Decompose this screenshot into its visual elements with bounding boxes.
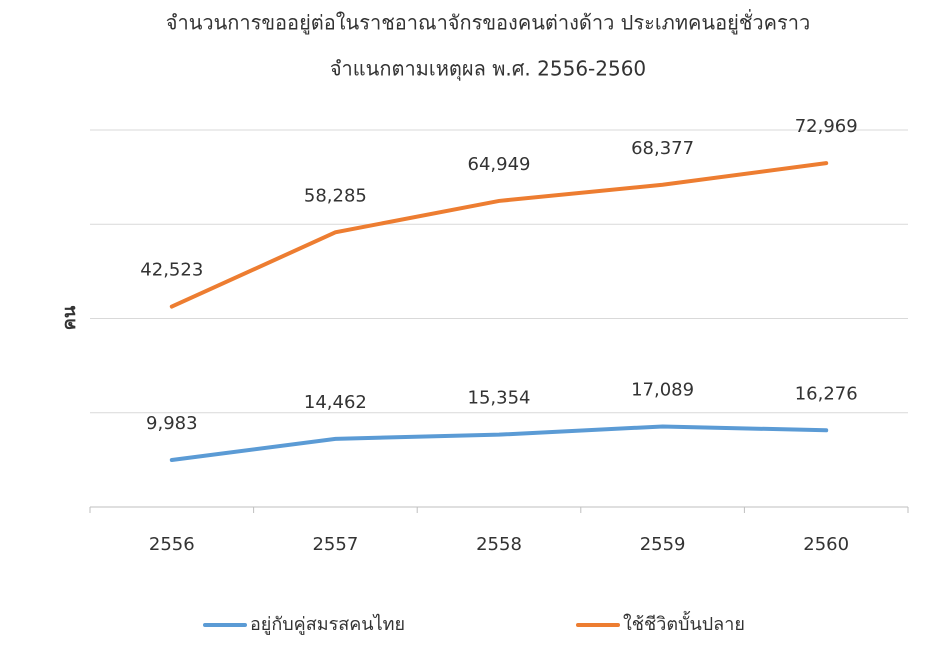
data-label: 9,983 xyxy=(146,413,198,434)
x-tick-label: 2558 xyxy=(476,534,522,555)
data-label: 58,285 xyxy=(304,185,367,206)
series-line xyxy=(169,161,829,309)
data-label: 14,462 xyxy=(304,392,367,413)
data-label: 42,523 xyxy=(140,260,203,281)
data-label: 72,969 xyxy=(795,116,858,137)
data-label: 64,949 xyxy=(468,154,531,175)
data-label: 15,354 xyxy=(468,388,531,409)
x-tick-label: 2556 xyxy=(149,534,195,555)
x-tick-label: 2559 xyxy=(640,534,686,555)
data-label: 17,089 xyxy=(631,379,694,400)
data-label: 68,377 xyxy=(631,138,694,159)
chart-title: จำนวนการขออยู่ต่อในราชอาณาจักรของคนต่างด… xyxy=(166,9,810,36)
x-tick-label: 2557 xyxy=(312,534,358,555)
legend-label: ใช้ชีวิตบั้นปลาย xyxy=(623,611,745,635)
y-axis-label: คน xyxy=(59,305,80,330)
series-line xyxy=(169,424,829,462)
data-label: 16,276 xyxy=(795,383,858,404)
legend-label: อยู่กับคู่สมรสคนไทย xyxy=(250,613,405,635)
chart-subtitle: จำแนกตามเหตุผล พ.ศ. 2556-2560 xyxy=(330,57,646,82)
x-tick-label: 2560 xyxy=(803,534,849,555)
